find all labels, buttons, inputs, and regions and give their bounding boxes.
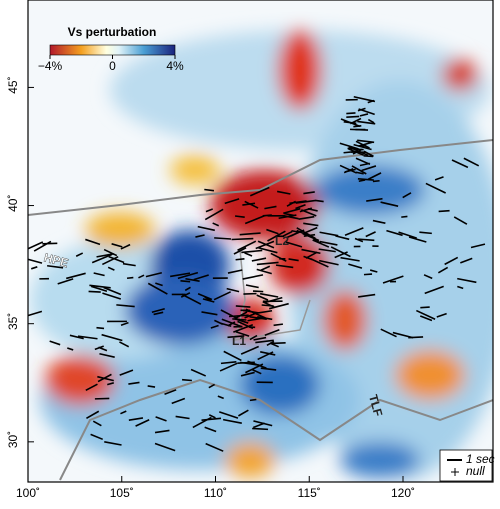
y-tick-label: 45˚ (6, 76, 20, 93)
split-bar (89, 291, 101, 292)
colorbar-tick-label: 4% (166, 59, 184, 73)
split-bar (232, 319, 246, 320)
x-tick-label: 110˚ (204, 486, 227, 500)
x-tick-label: 115˚ (298, 486, 321, 500)
split-bar (420, 307, 429, 308)
colorbar-scale (50, 45, 175, 55)
split-bar (182, 380, 192, 381)
split-bar (401, 216, 407, 217)
split-bar (274, 324, 283, 325)
y-tick-label: 35˚ (6, 313, 20, 330)
split-bar (250, 400, 256, 401)
split-bar (96, 328, 104, 329)
legend-label: null (466, 464, 485, 478)
split-bar (236, 259, 245, 260)
split-bar (272, 343, 286, 344)
fault-label: L2 (275, 234, 289, 248)
y-tick-label: 30˚ (6, 431, 20, 448)
velocity-field (25, 0, 500, 482)
split-bar (232, 239, 254, 240)
x-tick-label: 105˚ (110, 486, 134, 500)
split-bar (364, 274, 372, 275)
legend: 1 sec null (440, 450, 495, 481)
split-bar (236, 306, 251, 307)
split-bar (315, 200, 323, 201)
split-bar (346, 116, 359, 117)
split-bar (439, 211, 450, 212)
colorbar-title: Vs perturbation (68, 25, 157, 39)
x-tick-label: 120˚ (391, 486, 415, 500)
split-bar (346, 113, 355, 114)
y-tick-label: 40˚ (6, 195, 20, 212)
x-tick-label: 100˚ (16, 486, 40, 500)
colorbar-tick-label: 0 (109, 59, 116, 73)
split-bar (373, 181, 380, 182)
split-bar (253, 291, 263, 292)
fault-label: L1 (232, 334, 246, 348)
split-bar (127, 278, 133, 279)
split-bar (148, 386, 155, 387)
split-bar (252, 428, 268, 429)
colorbar-tick-label: −4% (38, 59, 63, 73)
split-bar (180, 281, 190, 282)
